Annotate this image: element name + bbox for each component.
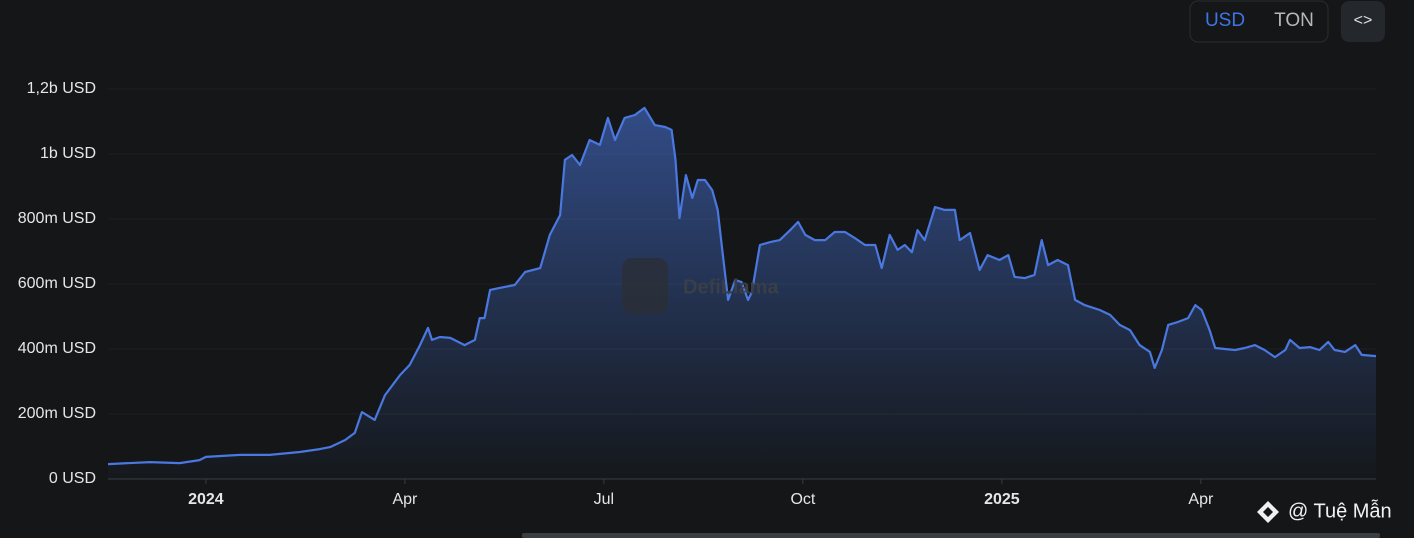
credit-icon [1257, 501, 1279, 523]
y-tick-label: 1b USD [40, 145, 96, 162]
x-tick-label: 2024 [188, 491, 224, 508]
credit: @ Tuệ Mẫn [1288, 499, 1392, 522]
toggle-ton[interactable]: TON [1274, 10, 1314, 31]
x-tick-label: Oct [790, 491, 815, 508]
watermark: DefiLlama [683, 276, 779, 298]
embed-button-bg[interactable] [1341, 1, 1385, 42]
plot: 0 USD 200m USD 400m USD 600m USD 800m USD 1b … [18, 80, 1377, 508]
area [108, 107, 1376, 480]
x-tick-label: Apr [1188, 491, 1214, 508]
watermark-logo [622, 258, 668, 314]
embed-button[interactable]: <> [1354, 12, 1373, 29]
y-tick-label: 400m USD [18, 340, 96, 357]
y-tick-label: 800m USD [18, 210, 96, 227]
scrollbar[interactable] [522, 533, 1380, 538]
y-tick-label: 1,2b USD [27, 80, 96, 97]
x-tick-label: Apr [392, 491, 418, 508]
y-tick-label: 200m USD [18, 405, 96, 422]
x-tick-label: 2025 [984, 491, 1020, 508]
toggle-group [1189, 0, 1329, 43]
line [107, 106, 1377, 466]
x-tick-label: Jul [594, 491, 614, 508]
toggle-usd[interactable]: USD [1205, 10, 1245, 31]
y-tick-label: 0 USD [49, 470, 96, 487]
y-tick-label: 600m USD [18, 275, 96, 292]
